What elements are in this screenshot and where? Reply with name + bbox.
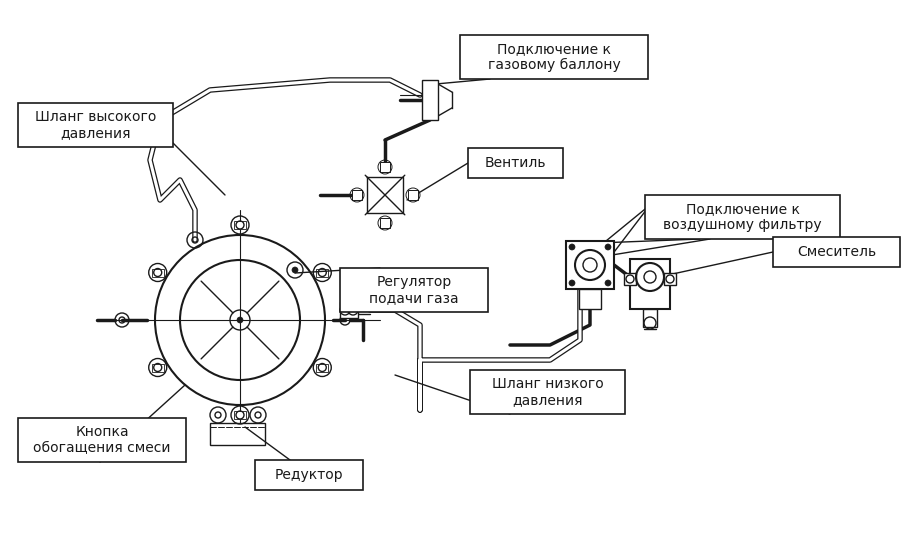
FancyBboxPatch shape: [380, 162, 390, 172]
FancyBboxPatch shape: [210, 423, 265, 445]
FancyBboxPatch shape: [470, 370, 625, 414]
Circle shape: [569, 280, 575, 286]
Text: Шланг высокого
давления: Шланг высокого давления: [35, 110, 156, 140]
Circle shape: [237, 317, 243, 323]
FancyBboxPatch shape: [151, 364, 164, 371]
Text: Регулятор
подачи газа: Регулятор подачи газа: [370, 275, 458, 305]
FancyBboxPatch shape: [316, 364, 328, 371]
FancyBboxPatch shape: [773, 237, 900, 267]
FancyBboxPatch shape: [645, 195, 840, 239]
FancyBboxPatch shape: [380, 218, 390, 228]
Text: Подключение к
газовому баллону: Подключение к газовому баллону: [488, 42, 621, 72]
FancyBboxPatch shape: [255, 460, 363, 490]
Circle shape: [292, 267, 298, 273]
FancyBboxPatch shape: [18, 418, 186, 462]
FancyBboxPatch shape: [234, 411, 246, 419]
FancyBboxPatch shape: [643, 309, 657, 327]
Text: Кнопка
обогащения смеси: Кнопка обогащения смеси: [33, 425, 171, 455]
FancyBboxPatch shape: [624, 273, 636, 285]
Text: Редуктор: Редуктор: [275, 468, 343, 482]
FancyBboxPatch shape: [18, 103, 173, 147]
Text: Вентиль: Вентиль: [485, 156, 547, 170]
FancyBboxPatch shape: [664, 273, 676, 285]
FancyBboxPatch shape: [579, 289, 601, 309]
FancyBboxPatch shape: [630, 259, 670, 309]
Circle shape: [605, 244, 611, 250]
FancyBboxPatch shape: [340, 268, 488, 312]
FancyBboxPatch shape: [468, 148, 563, 178]
Text: Смеситель: Смеситель: [797, 245, 876, 259]
FancyBboxPatch shape: [408, 190, 418, 200]
FancyBboxPatch shape: [460, 35, 648, 79]
Circle shape: [569, 244, 575, 250]
FancyBboxPatch shape: [352, 190, 362, 200]
FancyBboxPatch shape: [234, 221, 246, 229]
Text: Подключение к
воздушному фильтру: Подключение к воздушному фильтру: [663, 202, 822, 232]
FancyBboxPatch shape: [316, 268, 328, 277]
FancyBboxPatch shape: [422, 80, 438, 120]
Circle shape: [605, 280, 611, 286]
FancyBboxPatch shape: [151, 268, 164, 277]
FancyBboxPatch shape: [340, 302, 358, 318]
FancyBboxPatch shape: [566, 241, 614, 289]
Text: Шланг низкого
давления: Шланг низкого давления: [492, 377, 603, 407]
